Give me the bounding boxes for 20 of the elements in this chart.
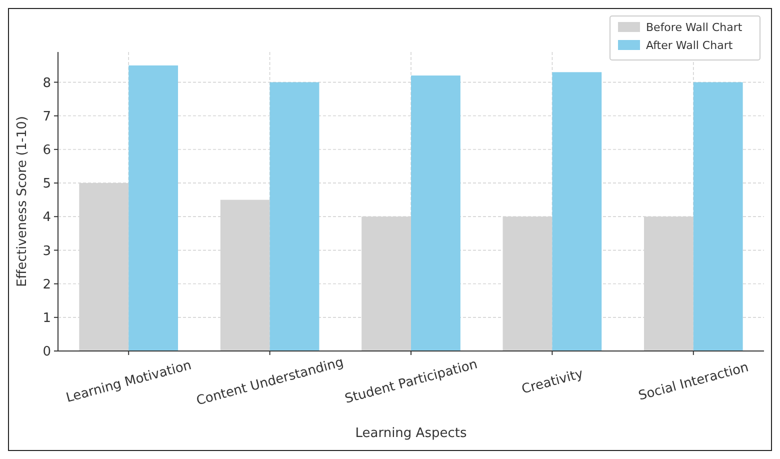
y-tick-label: 3 [42, 244, 51, 259]
bar [128, 65, 178, 351]
x-axis-title: Learning Aspects [355, 426, 467, 441]
legend-label: After Wall Chart [646, 38, 734, 52]
bar [411, 76, 460, 351]
bar [693, 82, 743, 351]
bar [270, 82, 320, 351]
y-tick-label: 2 [42, 277, 51, 292]
y-axis-title: Effectiveness Score (1-10) [15, 116, 30, 287]
y-tick-label: 4 [42, 210, 51, 226]
legend-label: Before Wall Chart [646, 20, 743, 34]
bar [552, 72, 602, 351]
bar [502, 216, 552, 351]
y-tick-label: 7 [42, 109, 51, 124]
y-tick-label: 0 [42, 344, 51, 360]
y-tick-label: 8 [42, 76, 51, 91]
y-tick-label: 5 [42, 176, 51, 192]
y-tick-label: 1 [42, 310, 51, 326]
y-tick-label: 6 [42, 142, 51, 158]
x-tick-label: Creativity [520, 366, 586, 398]
